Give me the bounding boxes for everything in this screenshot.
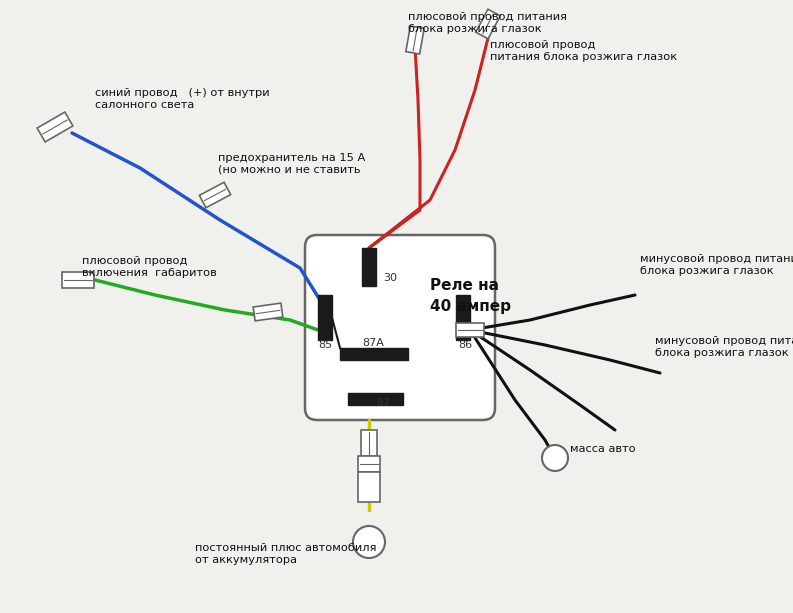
- Text: 87: 87: [376, 398, 390, 408]
- Text: плюсовой провод питания
блока розжига глазок: плюсовой провод питания блока розжига гл…: [408, 12, 567, 34]
- Polygon shape: [476, 9, 500, 39]
- Text: 87A: 87A: [362, 338, 384, 348]
- Text: минусовой провод питания
блока розжига глазок: минусовой провод питания блока розжига г…: [655, 335, 793, 358]
- Circle shape: [353, 526, 385, 558]
- Polygon shape: [361, 430, 377, 456]
- Text: Реле на: Реле на: [430, 278, 499, 292]
- Polygon shape: [253, 303, 283, 321]
- Bar: [362, 248, 376, 286]
- Bar: [358, 472, 380, 502]
- Text: 85: 85: [318, 340, 332, 350]
- Polygon shape: [62, 272, 94, 288]
- Bar: [340, 348, 408, 360]
- Polygon shape: [406, 26, 424, 54]
- FancyBboxPatch shape: [305, 235, 495, 420]
- Polygon shape: [456, 323, 484, 337]
- Text: плюсовой провод
питания блока розжига глазок: плюсовой провод питания блока розжига гл…: [490, 40, 677, 63]
- Bar: [456, 295, 470, 340]
- Text: минусовой провод питания
блока розжига глазок: минусовой провод питания блока розжига г…: [640, 254, 793, 276]
- Bar: [358, 456, 380, 472]
- Text: 30: 30: [383, 273, 397, 283]
- Text: масса авто: масса авто: [570, 444, 636, 454]
- Text: синий провод   (+) от внутри
салонного света: синий провод (+) от внутри салонного све…: [95, 88, 270, 110]
- Text: постоянный плюс автомобиля
от аккумулятора: постоянный плюс автомобиля от аккумулято…: [195, 543, 377, 565]
- Text: предохранитель на 15 А
(но можно и не ставить: предохранитель на 15 А (но можно и не ст…: [218, 153, 366, 175]
- Text: плюсовой провод
включения  габаритов: плюсовой провод включения габаритов: [82, 256, 216, 278]
- Bar: [318, 295, 332, 340]
- Circle shape: [542, 445, 568, 471]
- Bar: [348, 393, 403, 405]
- Polygon shape: [199, 182, 231, 208]
- Polygon shape: [37, 112, 73, 142]
- Text: 86: 86: [458, 340, 472, 350]
- Text: 40 ампер: 40 ампер: [430, 300, 511, 314]
